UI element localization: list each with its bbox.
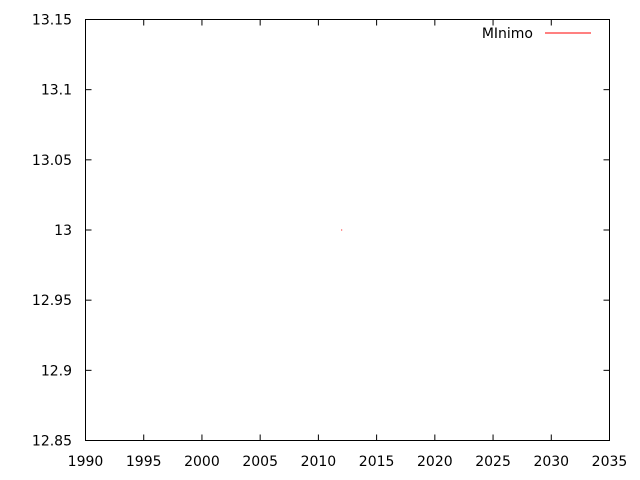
series-layer (341, 229, 343, 231)
y-tick-labels: 12.85 12.9 12.95 13 13.05 13.1 13.15 (32, 13, 72, 450)
x-tick-label: 2020 (417, 454, 453, 470)
x-tick-label: 1990 (68, 454, 104, 470)
x-tick-label: 2025 (475, 454, 511, 470)
x-tick-label: 2035 (592, 454, 628, 470)
x-tick-labels: 1990 1995 2000 2005 2010 2015 2020 2025 2030 2035 (68, 454, 628, 470)
x-tick-label: 2000 (184, 454, 220, 470)
y-tick-label: 13.1 (41, 83, 72, 99)
x-tick-label: 1995 (126, 454, 162, 470)
legend-label: MInimo (482, 26, 533, 42)
y-tick-label: 12.95 (32, 293, 72, 309)
y-tick-label: 13.05 (32, 153, 72, 169)
y-tick-label: 12.85 (32, 434, 72, 450)
x-tick-label: 2010 (301, 454, 337, 470)
x-tick-label: 2015 (359, 454, 395, 470)
y-tick-label: 13 (54, 223, 72, 239)
x-tick-label: 2030 (533, 454, 569, 470)
plot-frame (85, 19, 610, 441)
y-tick-label: 13.15 (32, 13, 72, 29)
x-tick-label: 2005 (242, 454, 278, 470)
legend: MInimo (482, 26, 591, 42)
data-point (341, 229, 343, 231)
y-tick-label: 12.9 (41, 363, 72, 379)
axis-ticks (85, 19, 610, 441)
